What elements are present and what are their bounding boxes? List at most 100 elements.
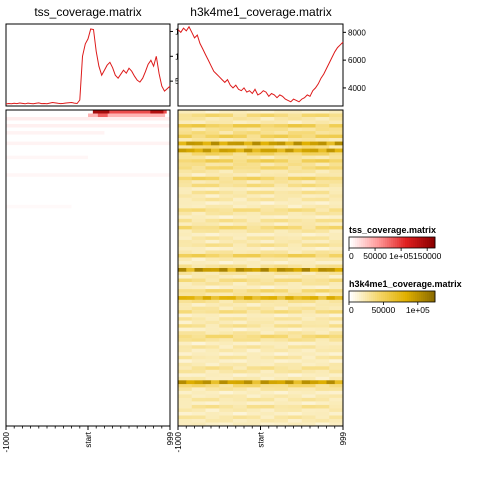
heatmap-cell xyxy=(219,236,234,241)
heatmap-cell xyxy=(191,397,206,402)
heatmap-cell xyxy=(191,204,206,209)
legend-swatch xyxy=(373,237,376,248)
heatmap-cell xyxy=(246,341,261,346)
heatmap-cell xyxy=(329,138,344,142)
legend-label: 1e+05 xyxy=(389,251,413,261)
heatmap-hot-row xyxy=(219,148,228,153)
heatmap-cell xyxy=(301,411,316,416)
heatmap-cell xyxy=(301,162,316,167)
heatmap-cell xyxy=(260,194,275,198)
heatmap-cell xyxy=(205,204,220,209)
heatmap-cell xyxy=(301,229,316,234)
heatmap-cell xyxy=(274,204,289,209)
heatmap-cell xyxy=(246,250,261,255)
profile-line xyxy=(5,28,171,105)
heatmap-cell xyxy=(246,127,261,132)
heatmap-cell xyxy=(219,239,234,244)
tss-panel-title: tss_coverage.matrix xyxy=(34,5,141,19)
legend-swatch xyxy=(383,291,386,302)
heatmap-cell xyxy=(191,282,206,286)
heatmap-cell xyxy=(315,173,330,177)
heatmap-cell xyxy=(205,257,220,262)
heatmap-cell xyxy=(219,345,234,349)
heatmap-cell xyxy=(274,299,289,304)
heatmap-cell xyxy=(288,201,303,205)
heatmap-cell xyxy=(329,397,344,402)
heatmap-cell xyxy=(260,331,275,335)
heatmap-cell xyxy=(219,352,234,356)
heatmap-cell xyxy=(274,285,289,290)
heatmap-cell xyxy=(274,271,289,276)
heatmap-cell xyxy=(288,404,303,409)
legend-swatch xyxy=(403,237,406,248)
heatmap-cell xyxy=(274,278,289,283)
heatmap-cell xyxy=(205,211,220,216)
heatmap-cell xyxy=(329,348,344,353)
heatmap-cell xyxy=(233,415,248,420)
heatmap-hot-row xyxy=(211,148,220,153)
heatmap-cell xyxy=(233,239,248,244)
heatmap-cell xyxy=(301,117,316,121)
heatmap-cell xyxy=(219,113,234,118)
heatmap-cell xyxy=(219,131,234,135)
heatmap-cell xyxy=(219,201,234,205)
heatmap-cell xyxy=(205,138,220,142)
heatmap-hot-row xyxy=(268,296,278,300)
heatmap-cell xyxy=(246,166,261,170)
legend-title: h3k4me1_coverage.matrix xyxy=(349,279,462,289)
legend-swatch xyxy=(391,237,394,248)
heatmap-cell xyxy=(205,253,220,258)
heatmap-cell xyxy=(274,289,289,293)
heatmap-cell xyxy=(288,187,303,191)
heatmap-cell xyxy=(315,131,330,135)
heatmap-cell xyxy=(301,362,316,367)
heatmap-cell xyxy=(191,155,206,160)
heatmap-hot-row xyxy=(244,148,253,153)
heatmap-cell xyxy=(274,113,289,118)
heatmap-cell xyxy=(219,334,234,339)
heatmap-hot-row xyxy=(194,296,204,300)
heatmap-cell xyxy=(274,282,289,286)
heatmap-cell xyxy=(315,373,330,378)
heatmap-cell xyxy=(329,173,344,177)
heatmap-cell xyxy=(329,369,344,374)
heatmap-cell xyxy=(288,264,303,269)
heatmap-hot-row xyxy=(194,268,204,272)
heatmap-cell xyxy=(301,369,316,374)
heatmap-cell xyxy=(260,166,275,170)
heatmap-cell xyxy=(178,327,193,332)
heatmap-cell xyxy=(260,138,275,142)
heatmap-cell xyxy=(301,211,316,216)
heatmap-cell xyxy=(329,208,344,213)
heatmap-cell xyxy=(329,113,344,118)
heatmap-cell xyxy=(301,390,316,395)
heatmap-cell xyxy=(260,134,275,139)
heatmap-cell xyxy=(260,376,275,381)
heatmap-cell xyxy=(260,320,275,325)
heatmap-cell xyxy=(260,422,275,427)
heatmap-cell xyxy=(301,264,316,269)
heatmap-cell xyxy=(219,331,234,335)
heatmap-cell xyxy=(205,327,220,332)
x-tick-label: -1000 xyxy=(174,431,183,452)
heatmap-cell xyxy=(205,271,220,276)
heatmap-cell xyxy=(274,260,289,265)
heatmap-cell xyxy=(219,134,234,139)
heatmap-cell xyxy=(191,124,206,128)
heatmap-cell xyxy=(246,232,261,237)
legend-swatch xyxy=(413,237,416,248)
heatmap-cell xyxy=(260,152,275,156)
heatmap-cell xyxy=(260,334,275,339)
legend-swatch xyxy=(423,237,426,248)
heatmap-cell xyxy=(288,418,303,423)
heatmap-cell xyxy=(178,194,193,198)
heatmap-cell xyxy=(301,124,316,128)
h3k4me1-panel-title: h3k4me1_coverage.matrix xyxy=(190,5,331,19)
legend-swatch xyxy=(415,291,418,302)
heatmap-cell xyxy=(219,176,234,181)
heatmap-cell xyxy=(233,320,248,325)
heatmap-cell xyxy=(288,113,303,118)
heatmap-cell xyxy=(233,285,248,290)
heatmap-cell xyxy=(315,204,330,209)
legend-swatch xyxy=(409,237,412,248)
